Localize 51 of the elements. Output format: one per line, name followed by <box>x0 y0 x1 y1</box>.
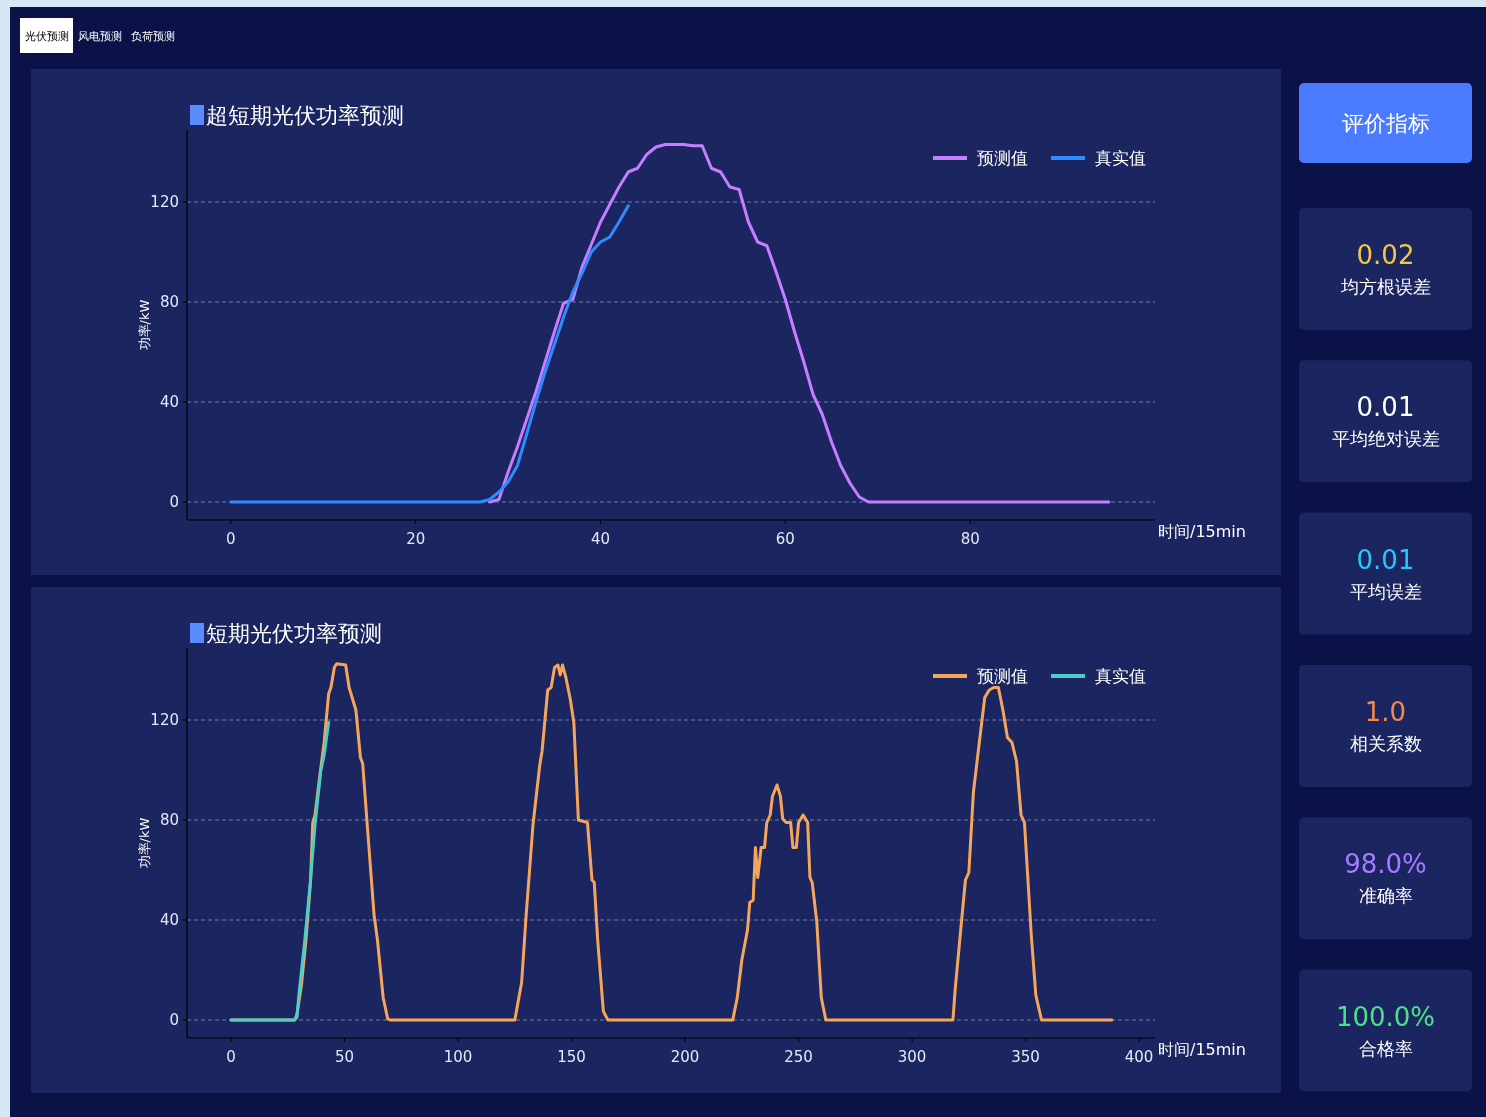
text: 0.02 <box>1356 240 1415 270</box>
y-tick-label: 80 <box>159 293 179 311</box>
y-tick-label: 40 <box>159 393 179 411</box>
y-tick-label: 80 <box>159 811 179 829</box>
x-tick-label: 300 <box>897 1048 927 1066</box>
chart-title: 短期光伏功率预测 <box>206 621 382 646</box>
x-tick-label: 400 <box>1124 1048 1154 1066</box>
x-axis-title: 时间/15min <box>1158 1040 1246 1059</box>
text: 平均误差 <box>1349 580 1422 602</box>
text: 0.01 <box>1356 392 1415 423</box>
text: 风电预测 <box>77 30 122 43</box>
text: 合格率 <box>1358 1037 1413 1059</box>
y-axis-title: 功率/kW <box>137 817 152 869</box>
y-tick-label: 40 <box>159 911 179 929</box>
x-tick-label: 40 <box>590 530 611 548</box>
text: 评价指标 <box>1341 111 1430 136</box>
text: 相关系数 <box>1349 732 1422 754</box>
chart-title: 超短期光伏功率预测 <box>206 103 404 128</box>
text: 均方根误差 <box>1339 276 1431 297</box>
x-tick-label: 80 <box>960 530 980 548</box>
text: 准确率 <box>1358 885 1413 907</box>
x-tick-label: 150 <box>557 1048 586 1066</box>
legend-label: 预测值 <box>977 148 1028 168</box>
x-tick-label: 350 <box>1011 1048 1040 1066</box>
text: 负荷预测 <box>130 30 175 43</box>
x-tick-label: 0 <box>226 1048 236 1066</box>
x-tick-label: 20 <box>406 530 426 548</box>
text: 98.0% <box>1344 849 1427 880</box>
y-tick-label: 0 <box>169 493 179 511</box>
y-axis-title: 功率/kW <box>137 299 152 351</box>
text: 光伏预测 <box>24 30 69 43</box>
x-tick-label: 250 <box>784 1048 813 1066</box>
x-axis-title: 时间/15min <box>1158 522 1246 541</box>
line-series <box>488 143 1111 504</box>
y-tick-label: 0 <box>169 1011 179 1029</box>
legend-label: 预测值 <box>977 666 1028 686</box>
line-series <box>229 721 331 1022</box>
text: 1.0 <box>1364 696 1407 727</box>
legend-label: 真实值 <box>1095 666 1146 686</box>
x-tick-label: 60 <box>775 530 795 548</box>
x-tick-label: 0 <box>226 530 236 548</box>
x-tick-label: 100 <box>443 1048 473 1066</box>
y-tick-label: 120 <box>150 711 179 729</box>
text: 0.01 <box>1356 544 1415 575</box>
text: 平均绝对误差 <box>1331 428 1440 450</box>
line-series <box>229 204 630 504</box>
y-tick-label: 120 <box>150 193 179 211</box>
text: 100.0% <box>1335 1001 1436 1032</box>
legend-label: 真实值 <box>1095 148 1146 168</box>
x-tick-label: 200 <box>670 1048 700 1066</box>
x-tick-label: 50 <box>335 1048 355 1066</box>
